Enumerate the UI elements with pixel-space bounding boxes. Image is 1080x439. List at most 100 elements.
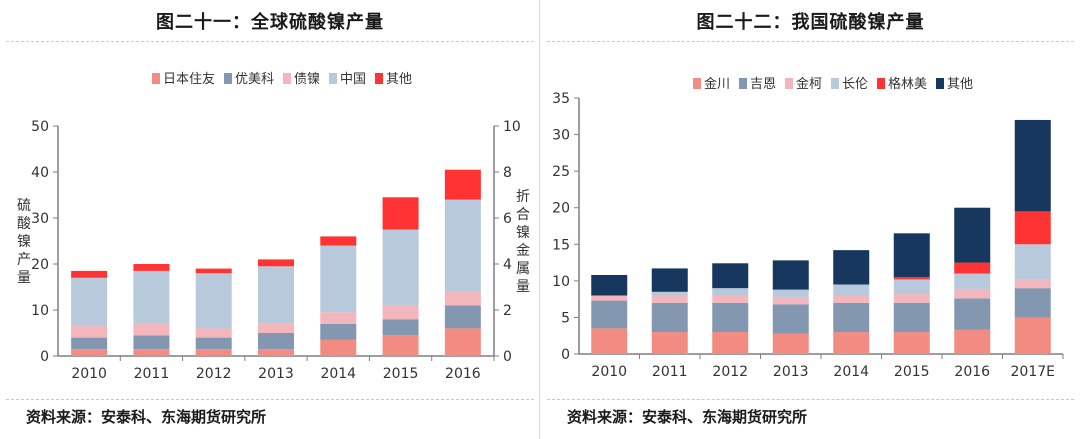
right-bar-segment bbox=[954, 289, 991, 299]
left-panel: 图二十一：全球硫酸镍产量 0 10 20 30 40 50 0 2 4 6 8 10 硫酸镍产量 折合镍金… bbox=[6, 12, 534, 426]
bottom-rule-left bbox=[6, 399, 534, 400]
left-y2-tick-label: 4 bbox=[503, 257, 512, 273]
right-x-tick-label: 2013 bbox=[773, 364, 809, 380]
left-bar-segment bbox=[382, 229, 419, 306]
right-legend-swatch bbox=[831, 78, 839, 89]
right-bar-segment bbox=[833, 250, 870, 285]
right-bar-segment bbox=[833, 332, 870, 354]
left-x-tick-label: 2012 bbox=[196, 366, 232, 382]
left-bar-segment bbox=[71, 337, 108, 350]
left-y2-axis-title: 金 bbox=[516, 243, 530, 259]
left-legend-label: 其他 bbox=[386, 72, 412, 87]
left-y-tick-label: 20 bbox=[31, 257, 49, 273]
right-x-tick-label: 2010 bbox=[591, 364, 627, 380]
left-bar-segment bbox=[444, 169, 481, 200]
right-legend-label: 吉恩 bbox=[750, 77, 776, 92]
right-bar-segment bbox=[893, 332, 930, 354]
right-bar-segment bbox=[651, 332, 688, 354]
right-legend-label: 金柯 bbox=[796, 76, 822, 92]
right-legend-label: 格林美 bbox=[888, 76, 927, 92]
left-legend-label: 日本住友 bbox=[163, 71, 215, 87]
left-y2-tick-label: 6 bbox=[503, 211, 512, 227]
bottom-rule-right bbox=[547, 399, 1074, 400]
right-bar-segment bbox=[591, 275, 628, 296]
right-x-tick-label: 2016 bbox=[954, 364, 990, 380]
left-legend-swatch bbox=[375, 73, 383, 84]
left-legend-label: 中国 bbox=[340, 72, 366, 87]
left-y-tick-label: 10 bbox=[31, 303, 49, 319]
left-bar-segment bbox=[133, 349, 170, 356]
left-legend-label: 优美科 bbox=[235, 72, 274, 87]
right-legend-label: 金川 bbox=[704, 76, 730, 92]
left-bar-segment bbox=[71, 349, 108, 356]
right-bar-segment bbox=[833, 295, 870, 303]
right-bar-segment bbox=[893, 277, 930, 280]
right-legend-swatch bbox=[739, 78, 747, 89]
left-legend-label: 债镍 bbox=[294, 72, 320, 87]
left-bar-segment bbox=[195, 273, 232, 329]
right-bar-segment bbox=[954, 207, 991, 263]
right-legend-swatch bbox=[936, 78, 944, 89]
chart-title-right: 图二十二：我国硫酸镍产量 bbox=[696, 12, 925, 33]
right-bar-segment bbox=[651, 302, 688, 333]
title-rule-left bbox=[6, 41, 534, 42]
right-x-tick-label: 2017E bbox=[1011, 364, 1055, 380]
right-bar-segment bbox=[833, 302, 870, 333]
left-bar-segment bbox=[71, 270, 108, 278]
right-bar-segment bbox=[712, 263, 749, 289]
right-bar-segment bbox=[954, 329, 991, 354]
right-bar-segment bbox=[712, 295, 749, 303]
right-bar-segment bbox=[591, 300, 628, 329]
right-y-tick-label: 35 bbox=[552, 91, 570, 107]
left-bar-segment bbox=[195, 328, 232, 338]
left-bar-segment bbox=[133, 270, 170, 324]
right-bar-segment bbox=[712, 332, 749, 354]
right-bar-segment bbox=[772, 296, 809, 305]
left-bar-segment bbox=[320, 339, 357, 356]
left-bar-segment bbox=[444, 199, 481, 292]
right-y-tick-label: 15 bbox=[552, 237, 570, 253]
left-y2-axis-title: 合 bbox=[516, 207, 530, 223]
left-bar-segment bbox=[320, 312, 357, 324]
right-bar-segment bbox=[1014, 279, 1051, 289]
right-y-tick-label: 0 bbox=[561, 347, 570, 363]
right-x-tick-label: 2012 bbox=[712, 364, 748, 380]
left-bar-segment bbox=[195, 268, 232, 274]
right-y-tick-label: 5 bbox=[561, 310, 570, 326]
chart-right: 0 5 10 15 20 25 30 35 2010 2011 2012 2013 2014 2015 20… bbox=[552, 76, 1064, 380]
left-y-axis-title: 镍 bbox=[17, 234, 31, 250]
left-y2-axis-title: 量 bbox=[516, 279, 530, 295]
right-legend-swatch bbox=[693, 78, 701, 89]
left-legend-swatch bbox=[224, 73, 232, 84]
left-bar-segment bbox=[444, 291, 481, 306]
left-legend-swatch bbox=[152, 73, 160, 84]
left-bar-segment bbox=[71, 277, 108, 327]
left-y-tick-label: 50 bbox=[31, 119, 49, 135]
left-bar-segment bbox=[382, 335, 419, 356]
left-bar-segment bbox=[195, 349, 232, 356]
right-y-tick-label: 30 bbox=[552, 128, 570, 144]
right-x-tick-label: 2014 bbox=[833, 364, 869, 380]
right-bar-segment bbox=[772, 304, 809, 334]
left-bar-segment bbox=[195, 337, 232, 350]
panel-divider bbox=[539, 0, 540, 439]
left-bar-segment bbox=[382, 197, 419, 230]
left-bar-segment bbox=[71, 326, 108, 338]
right-bar-segment bbox=[712, 302, 749, 333]
source-left: 资料来源：安泰科、东海期货研究所 bbox=[26, 408, 267, 426]
left-x-tick-label: 2011 bbox=[134, 366, 170, 382]
left-y-axis-title: 酸 bbox=[17, 216, 31, 232]
right-x-tick-label: 2015 bbox=[894, 364, 930, 380]
left-legend-swatch bbox=[329, 73, 337, 84]
left-y-axis-title: 量 bbox=[17, 270, 31, 286]
left-bar-segment bbox=[444, 328, 481, 356]
title-rule-right bbox=[547, 41, 1074, 42]
left-y2-tick-label: 8 bbox=[503, 165, 512, 181]
right-x-tick-label: 2011 bbox=[652, 364, 688, 380]
left-bar-segment bbox=[382, 319, 419, 336]
left-bar-segment bbox=[133, 323, 170, 336]
left-y2-axis-title: 镍 bbox=[516, 225, 530, 241]
left-x-tick-label: 2010 bbox=[71, 366, 107, 382]
source-right: 资料来源：安泰科、东海期货研究所 bbox=[567, 408, 808, 426]
